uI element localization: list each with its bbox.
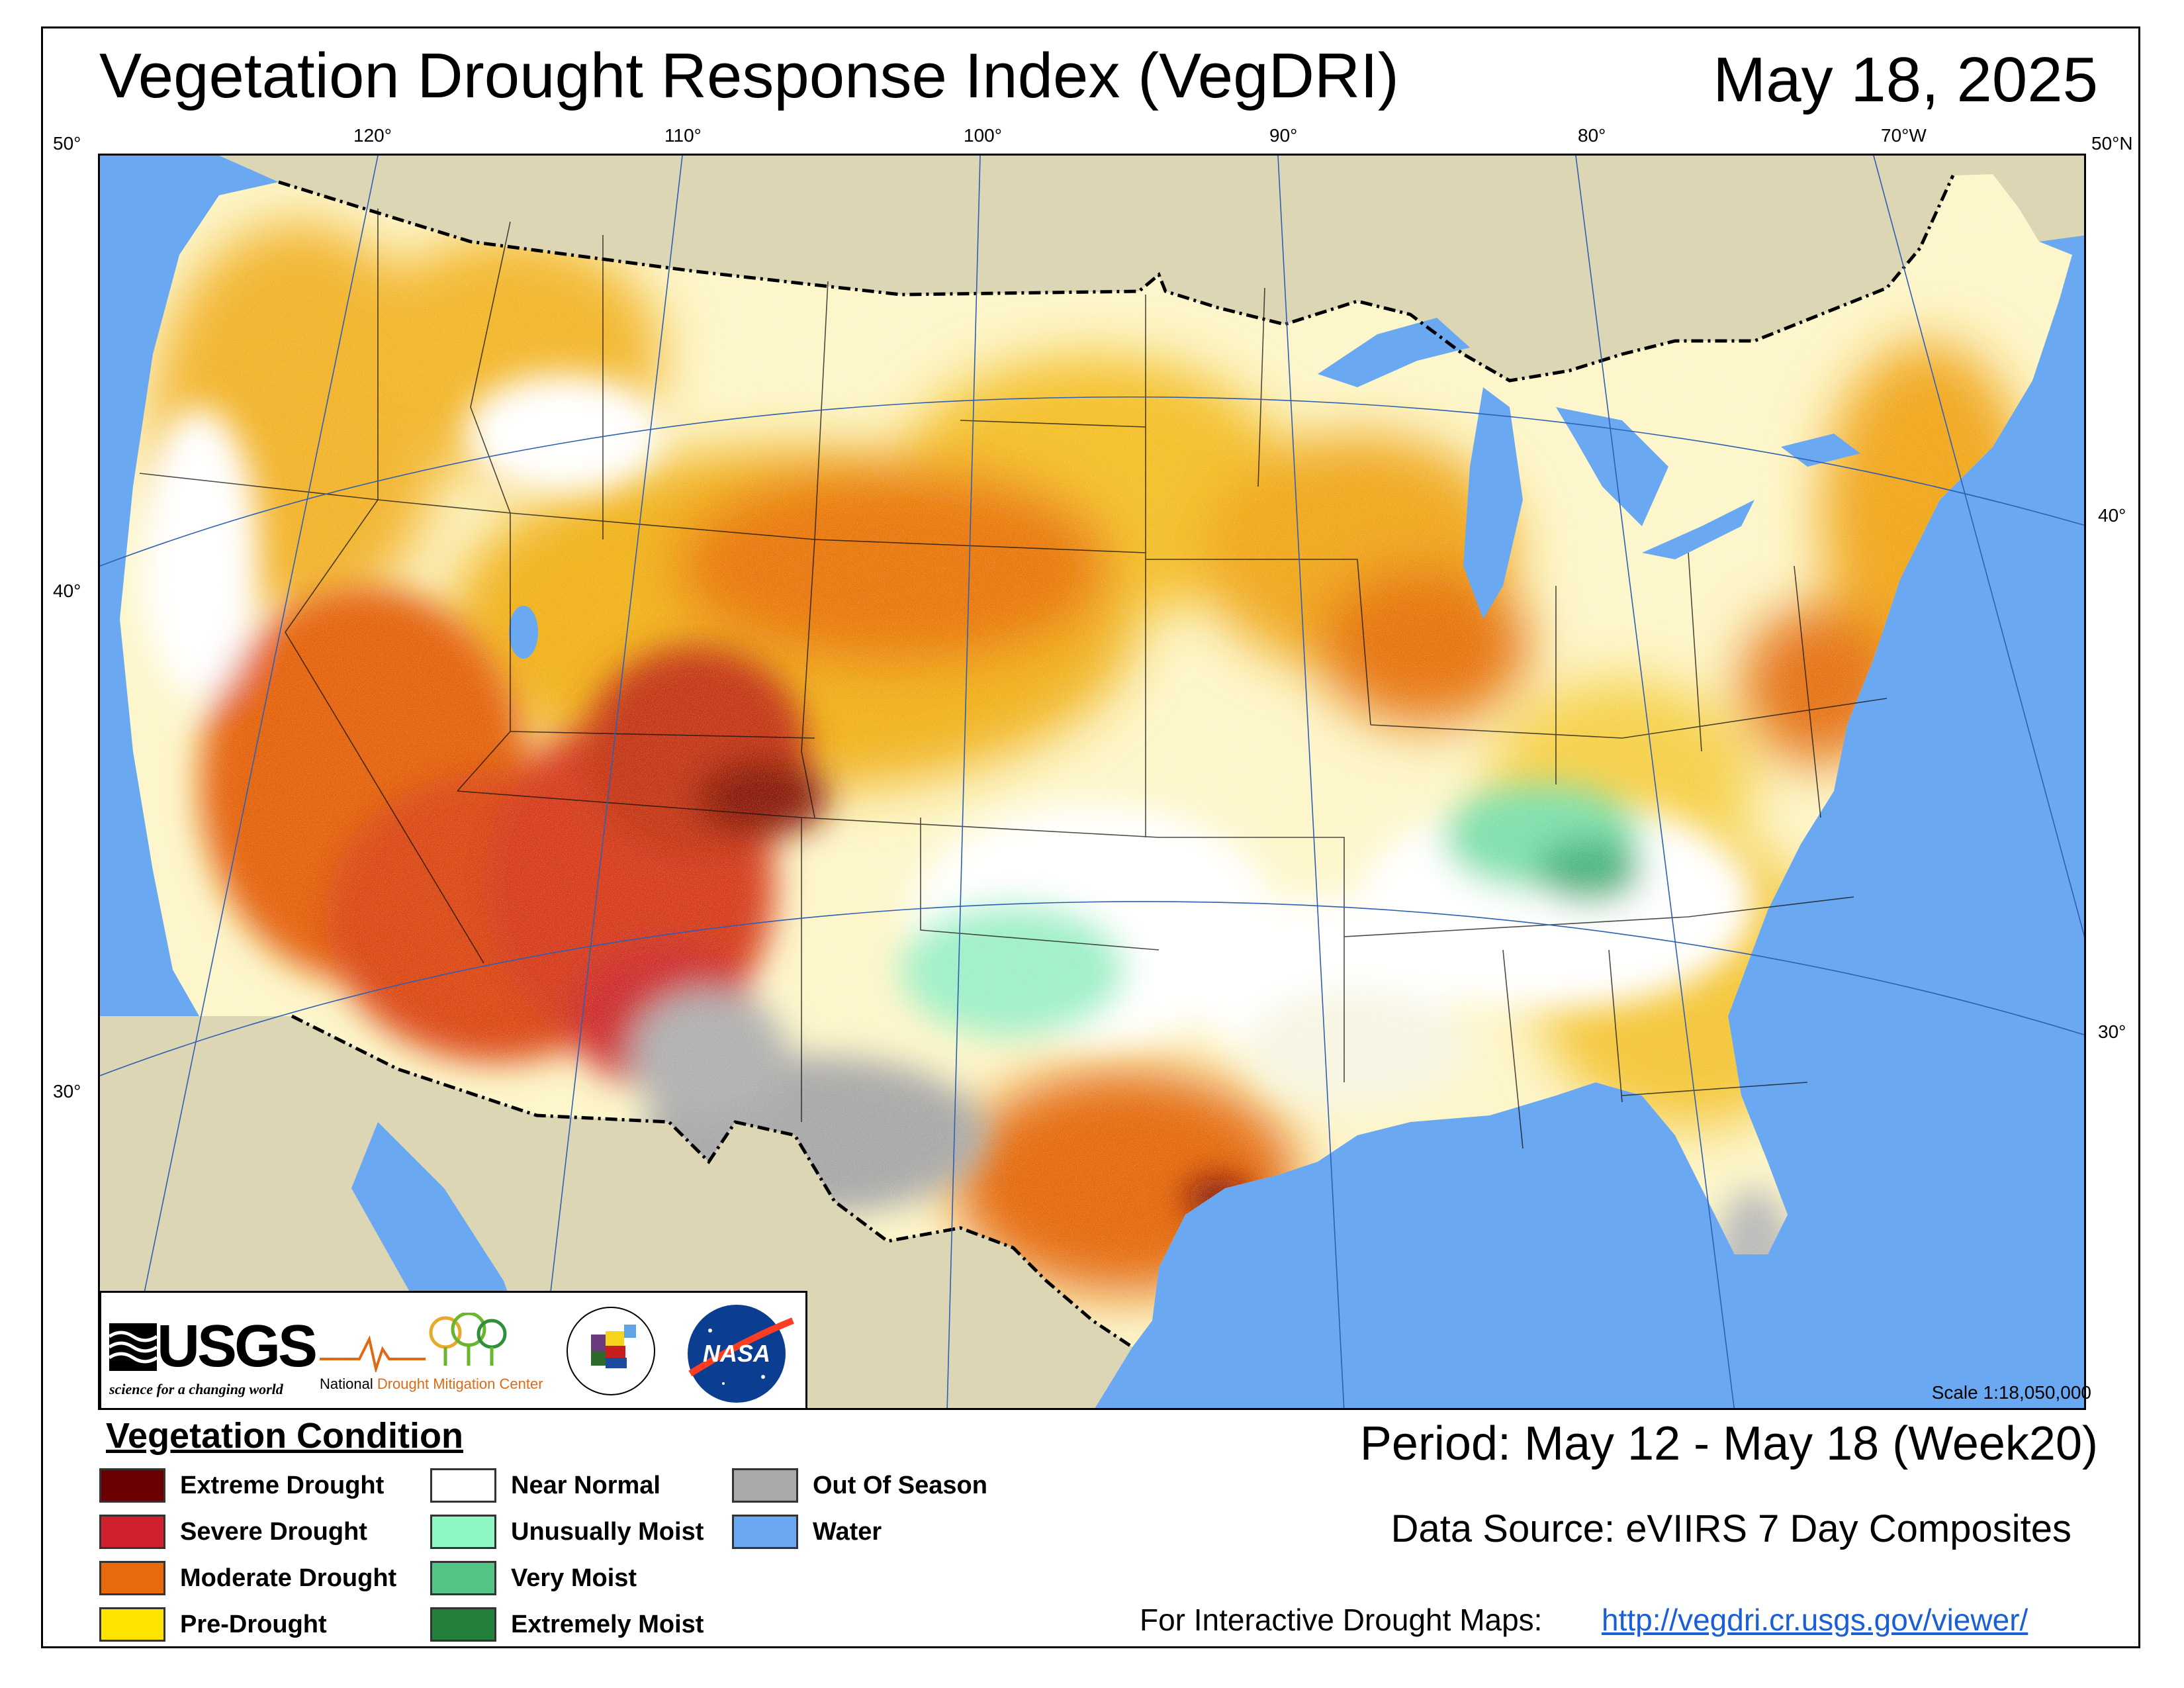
usgs-logo: USGS science for a changing world bbox=[109, 1313, 318, 1398]
lat-label-right-50: 50°N bbox=[2091, 133, 2133, 154]
legend-title: Vegetation Condition bbox=[106, 1416, 463, 1456]
map-canvas bbox=[100, 156, 2084, 1408]
legend-swatch bbox=[99, 1561, 165, 1595]
lat-label-left-40: 40° bbox=[53, 581, 81, 601]
legend-item-severe-drought: Severe Drought bbox=[99, 1515, 367, 1549]
canada-border bbox=[278, 174, 1955, 383]
legend-item-pre-drought: Pre-Drought bbox=[99, 1607, 327, 1642]
lat-label-right-40: 40° bbox=[2098, 505, 2126, 526]
legend-swatch bbox=[430, 1607, 496, 1642]
graticule-lines bbox=[100, 156, 2084, 1408]
hprcc-logo bbox=[565, 1298, 657, 1404]
legend-item-extremely-moist: Extremely Moist bbox=[430, 1607, 704, 1642]
legend-swatch bbox=[99, 1515, 165, 1549]
map-scale: Scale 1:18,050,000 bbox=[1931, 1382, 2091, 1403]
canada-land bbox=[100, 156, 2084, 381]
lon-label-120: 120° bbox=[353, 125, 392, 146]
lon-label-100: 100° bbox=[964, 125, 1002, 146]
nasa-wordmark: NASA bbox=[703, 1340, 770, 1367]
lon-label-110: 110° bbox=[664, 125, 702, 146]
state-boundaries bbox=[139, 209, 1888, 1149]
legend-item-out-of-season: Out Of Season bbox=[732, 1468, 987, 1503]
legend-item-very-moist: Very Moist bbox=[430, 1561, 637, 1595]
great-lakes bbox=[1318, 318, 1860, 619]
usgs-wave-icon bbox=[109, 1323, 157, 1371]
legend-item-extreme-drought: Extreme Drought bbox=[99, 1468, 384, 1503]
nasa-meatball-icon: NASA bbox=[688, 1305, 794, 1403]
map-date: May 18, 2025 bbox=[1713, 44, 2098, 115]
lon-label-70w: 70°W bbox=[1881, 125, 1927, 146]
great-salt-lake bbox=[509, 606, 538, 659]
drought-map bbox=[98, 154, 2086, 1410]
usgs-wordmark: USGS bbox=[157, 1313, 318, 1380]
viewer-link[interactable]: http://vegdri.cr.usgs.gov/viewer/ bbox=[1602, 1603, 2028, 1637]
legend-item-water: Water bbox=[732, 1515, 882, 1549]
legend-swatch bbox=[99, 1607, 165, 1642]
legend-swatch bbox=[99, 1468, 165, 1503]
lon-label-80: 80° bbox=[1578, 125, 1606, 146]
legend-item-near-normal: Near Normal bbox=[430, 1468, 660, 1503]
lat-label-left-30: 30° bbox=[53, 1081, 81, 1102]
legend-swatch bbox=[430, 1561, 496, 1595]
page-title: Vegetation Drought Response Index (VegDR… bbox=[99, 40, 1399, 111]
ndmc-logo: National Drought Mitigation Center bbox=[320, 1311, 543, 1399]
data-source-text: Data Source: eVIIRS 7 Day Composites bbox=[1390, 1507, 2071, 1550]
ndmc-tree-icon bbox=[320, 1311, 507, 1374]
legend-swatch bbox=[430, 1468, 496, 1503]
legend-item-unusually-moist: Unusually Moist bbox=[430, 1515, 704, 1549]
hprcc-map-icon bbox=[567, 1307, 655, 1395]
legend-swatch bbox=[430, 1515, 496, 1549]
period-text: Period: May 12 - May 18 (Week20) bbox=[1359, 1417, 2098, 1470]
ndmc-prefix: National bbox=[320, 1376, 373, 1392]
nasa-logo: NASA bbox=[684, 1301, 796, 1410]
ndmc-name: Drought Mitigation Center bbox=[377, 1376, 543, 1392]
usgs-tagline: science for a changing world bbox=[109, 1381, 283, 1397]
mexico-border bbox=[291, 1014, 1134, 1349]
lat-label-right-30: 30° bbox=[2098, 1021, 2126, 1042]
lat-label-left-50: 50° bbox=[53, 133, 81, 154]
legend-item-moderate-drought: Moderate Drought bbox=[99, 1561, 396, 1595]
lon-label-90: 90° bbox=[1269, 125, 1298, 146]
partner-logos: USGS science for a changing world Nation… bbox=[99, 1291, 807, 1410]
legend-swatch bbox=[732, 1515, 798, 1549]
interactive-maps-label: For Interactive Drought Maps: bbox=[1140, 1603, 1543, 1637]
legend-swatch bbox=[732, 1468, 798, 1503]
